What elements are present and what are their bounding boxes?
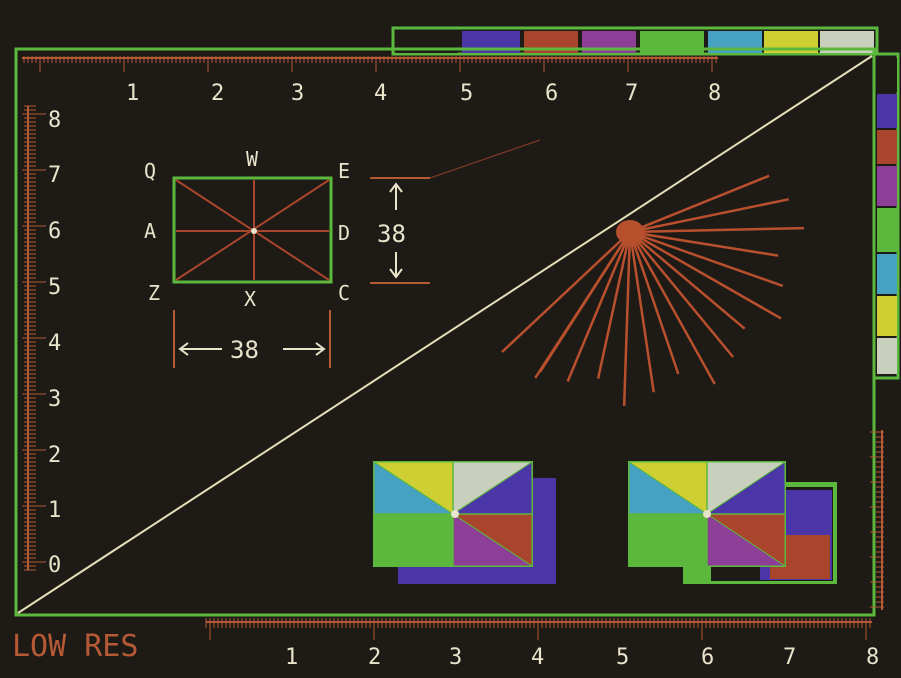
sunburst-ray [628, 231, 655, 393]
pinwheel-left [372, 461, 534, 567]
bottom-tick-label: 8 [866, 645, 879, 670]
sunburst-ray [629, 174, 770, 234]
top-ruler-labels: 1 2 3 4 5 6 7 8 [126, 81, 721, 106]
left-tick-label: 8 [48, 108, 61, 133]
pinwheel-right [627, 461, 787, 567]
box-rectangle [172, 176, 333, 284]
box-labels: Q W E A D Z X C [144, 147, 350, 311]
bottom-tick-label: 1 [285, 645, 298, 670]
top-tick-label: 7 [625, 81, 638, 106]
swatch-black-right[interactable] [877, 58, 897, 92]
mode-label: LOW RES [12, 629, 138, 664]
sunburst-ray [628, 231, 680, 375]
label-a: A [144, 219, 156, 243]
pointer-line [429, 139, 541, 179]
pinwheel-left-group [372, 461, 556, 584]
swatch-silver-right[interactable] [877, 338, 897, 374]
swatch-yellow-right[interactable] [877, 296, 897, 336]
swatch-rust-right[interactable] [877, 130, 897, 164]
sunburst-ray [538, 231, 632, 373]
pinwheel-right-group [627, 461, 837, 584]
label-w: W [246, 147, 259, 171]
sunburst-hub [616, 220, 644, 244]
left-tick-label: 1 [48, 498, 61, 523]
top-tick-label: 8 [708, 81, 721, 106]
top-tick-label: 5 [460, 81, 473, 106]
top-tick-label: 2 [211, 81, 224, 106]
sunburst-ray [566, 231, 632, 382]
left-tick-label: 5 [48, 275, 61, 300]
sunburst-ray [622, 231, 632, 406]
sunburst-ray [629, 230, 784, 288]
bottom-ruler-labels: 1 2 3 4 5 6 7 8 [285, 645, 879, 670]
top-ruler [22, 56, 718, 72]
left-tick-label: 3 [48, 387, 61, 412]
top-tick-label: 3 [291, 81, 304, 106]
label-q: Q [144, 159, 156, 183]
left-tick-label: 7 [48, 163, 61, 188]
sunburst-ray [629, 230, 782, 320]
left-tick-label: 4 [48, 331, 61, 356]
label-e: E [338, 159, 350, 183]
swatch-sky-right[interactable] [877, 254, 897, 294]
width-value: 38 [230, 336, 259, 364]
left-tick-label: 2 [48, 443, 61, 468]
label-x: X [244, 287, 256, 311]
bottom-tick-label: 2 [368, 645, 381, 670]
box-center-point [251, 228, 257, 234]
bottom-tick-label: 6 [701, 645, 714, 670]
bottom-tick-label: 5 [616, 645, 629, 670]
top-tick-label: 4 [374, 81, 387, 106]
bottom-tick-label: 3 [449, 645, 462, 670]
sunburst-ray [629, 230, 779, 257]
sunburst-ray [628, 231, 716, 385]
top-tick-label: 1 [126, 81, 139, 106]
sunburst [501, 174, 804, 406]
label-z: Z [148, 281, 160, 305]
width-dimension [173, 310, 331, 368]
bottom-tick-label: 7 [783, 645, 796, 670]
height-dimension [370, 177, 430, 284]
box-diagram [172, 176, 333, 284]
swatch-purple-right[interactable] [877, 166, 897, 206]
bottom-tick-label: 4 [531, 645, 544, 670]
left-ruler [22, 105, 46, 571]
swatch-indigo-right[interactable] [877, 94, 897, 128]
label-c: C [338, 281, 350, 305]
pinwheel-center [451, 510, 459, 518]
left-tick-label: 6 [48, 219, 61, 244]
right-ruler [870, 430, 884, 610]
sunburst-ray [629, 231, 746, 330]
height-value: 38 [377, 220, 406, 248]
sunburst-ray [629, 226, 804, 234]
right-palette-bar[interactable] [872, 52, 900, 380]
sunburst-ray [629, 231, 735, 358]
label-d: D [338, 221, 350, 245]
left-ruler-labels: 8 7 6 5 4 3 2 1 0 [48, 108, 61, 578]
sunburst-ray [629, 198, 789, 234]
diagonal-line [17, 55, 873, 614]
drawing-frame [14, 47, 876, 617]
left-tick-label: 0 [48, 553, 61, 578]
bottom-ruler [205, 618, 872, 640]
sunburst-ray [501, 231, 631, 353]
swatch-green-right[interactable] [877, 208, 897, 252]
pinwheel-center [703, 510, 711, 518]
sunburst-ray [596, 231, 632, 379]
top-tick-label: 6 [545, 81, 558, 106]
